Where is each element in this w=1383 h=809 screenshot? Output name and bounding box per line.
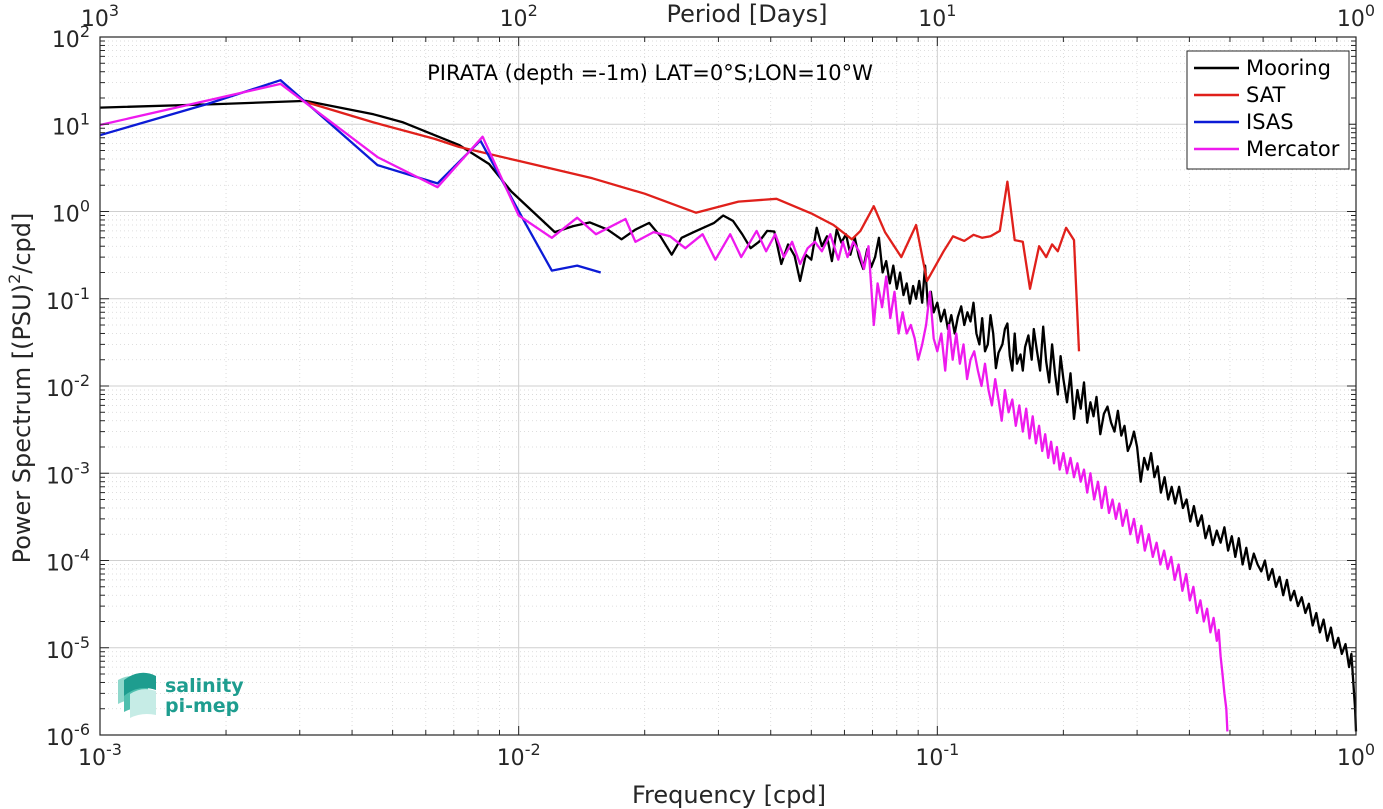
y-tick-label: 10-6 xyxy=(46,720,90,751)
logo-line1: salinity xyxy=(165,675,244,697)
y-tick-label: 10-4 xyxy=(46,546,90,577)
minor-grid xyxy=(100,37,1356,735)
x-tick-label: 10-1 xyxy=(915,740,959,771)
tick-marks xyxy=(99,36,1357,736)
top-tick-label: 102 xyxy=(500,1,538,32)
top-axis-title: Period [Days] xyxy=(666,0,827,28)
x-tick-label: 10-2 xyxy=(497,740,541,771)
y-tick-label: 10-1 xyxy=(46,284,90,315)
legend-label-isas: ISAS xyxy=(1246,110,1294,134)
series-line-sat xyxy=(305,100,1081,352)
legend-label-sat: SAT xyxy=(1246,83,1285,107)
legend-label-mercator: Mercator xyxy=(1246,137,1340,161)
y-tick-label: 100 xyxy=(52,197,90,228)
top-tick-label: 100 xyxy=(1337,1,1375,32)
legend: Mooring SAT ISAS Mercator xyxy=(1186,50,1350,170)
y-tick-label: 10-2 xyxy=(46,371,90,402)
legend-label-mooring: Mooring xyxy=(1246,56,1331,80)
y-tick-label: 10-3 xyxy=(46,458,90,489)
salinity-pi-mep-logo: salinity pi-mep xyxy=(118,672,244,718)
top-tick-label: 101 xyxy=(918,1,956,32)
logo-line2: pi-mep xyxy=(165,695,239,717)
chart-title: PIRATA (depth =-1m) LAT=0°S;LON=10°W xyxy=(427,61,873,85)
waves-icon xyxy=(118,672,156,718)
y-tick-label: 101 xyxy=(52,109,90,140)
top-tick-label: 103 xyxy=(81,1,119,32)
x-axis-title: Frequency [cpd] xyxy=(632,781,826,809)
x-tick-label: 100 xyxy=(1337,740,1375,771)
series-layer xyxy=(99,79,1358,732)
x-tick-label: 10-3 xyxy=(78,740,122,771)
series-line-mooring xyxy=(99,99,1358,732)
series-line-mercator xyxy=(99,82,1229,732)
y-axis-title: Power Spectrum [(PSU)2/cpd] xyxy=(5,213,36,564)
y-tick-label: 102 xyxy=(52,22,90,53)
y-tick-label: 10-5 xyxy=(46,633,90,664)
